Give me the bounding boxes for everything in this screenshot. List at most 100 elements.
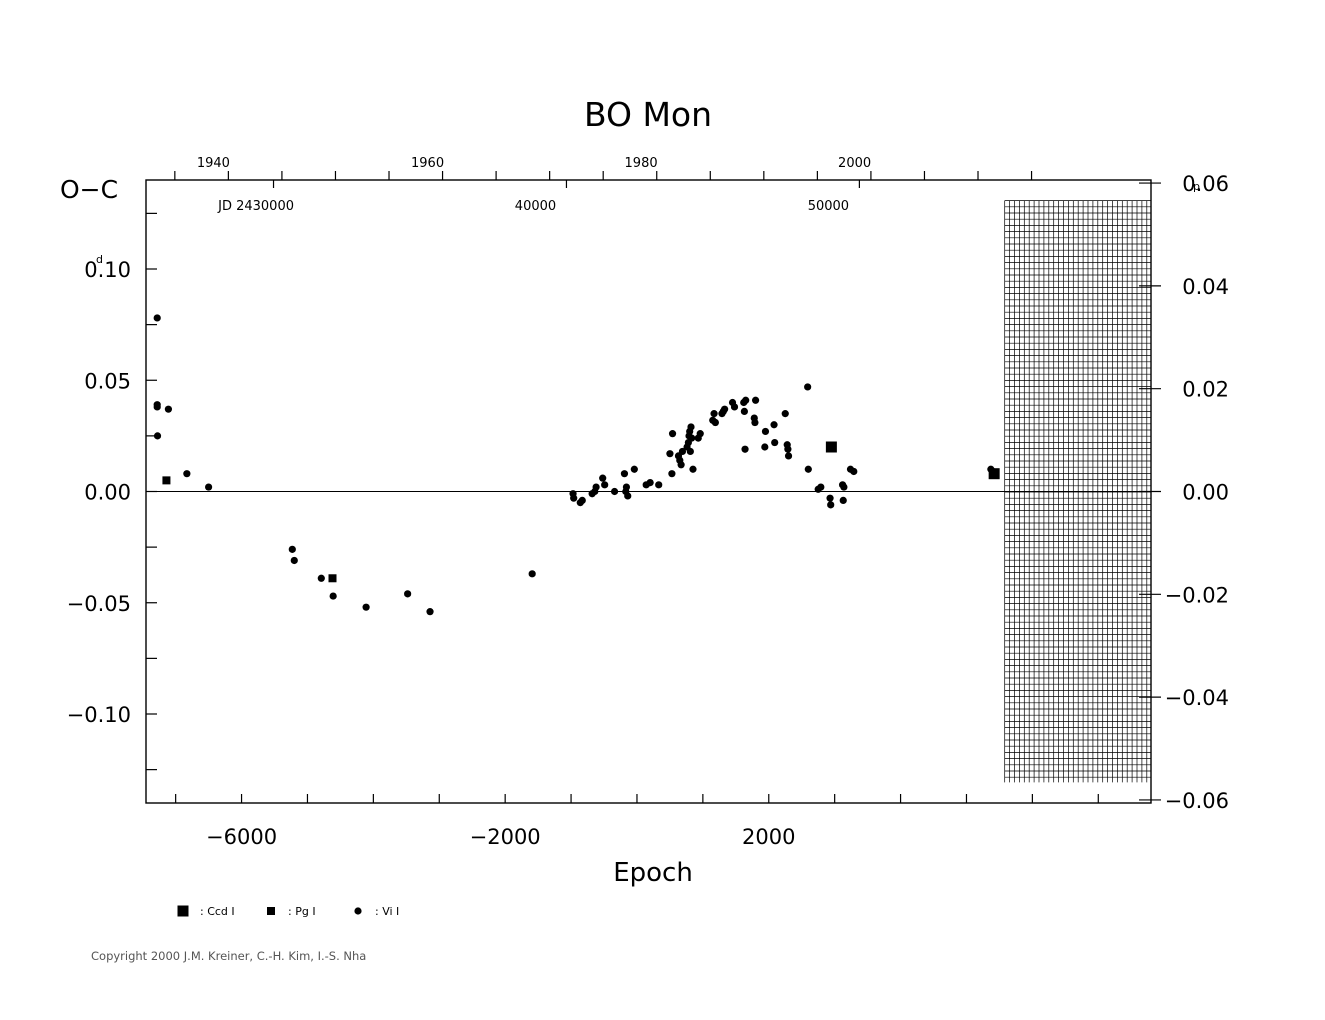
top-year-label: 1960 xyxy=(411,156,444,171)
plot-area: −0.10 −0.05 0.00 0.05 0.10d −0.06 −0.04 −0.02 0.… xyxy=(67,156,1229,849)
data-point xyxy=(784,445,792,453)
data-point xyxy=(677,461,685,469)
data-point xyxy=(826,494,834,502)
legend-marker xyxy=(177,905,189,917)
right-y-tick-label: 0.02 xyxy=(1182,378,1229,402)
chart-title: BO Mon xyxy=(584,95,712,134)
data-point xyxy=(827,501,835,509)
jd-label: 50000 xyxy=(808,199,849,214)
copyright-notice: Copyright 2000 J.M. Kreiner, C.-H. Kim, … xyxy=(91,949,366,963)
jd-label: JD 2430000 xyxy=(217,199,294,214)
data-point xyxy=(741,445,749,453)
y-tick-label: −0.05 xyxy=(67,592,131,616)
data-point xyxy=(804,383,812,391)
data-point xyxy=(290,556,298,565)
data-point xyxy=(668,430,677,438)
right-y-tick-label: −0.02 xyxy=(1165,583,1229,607)
data-point xyxy=(328,574,337,583)
data-point xyxy=(711,418,719,427)
data-point xyxy=(164,405,173,413)
data-point xyxy=(688,434,696,442)
data-point xyxy=(601,481,609,489)
data-point xyxy=(784,452,793,460)
data-point xyxy=(686,447,694,456)
data-point xyxy=(362,603,370,611)
data-point xyxy=(624,492,632,500)
data-point xyxy=(666,450,674,458)
data-point xyxy=(630,465,638,473)
data-point xyxy=(817,483,825,491)
y-axis-label: O−C xyxy=(60,175,118,204)
y-unit-superscript: d xyxy=(96,253,103,266)
data-point xyxy=(710,410,718,418)
data-point xyxy=(570,494,578,502)
data-point xyxy=(771,438,779,447)
y-tick-label: 0.10 xyxy=(84,258,131,282)
data-point xyxy=(592,483,600,491)
legend: : Ccd I : Pg I : Vi I xyxy=(177,905,399,918)
data-point xyxy=(730,403,739,411)
data-point xyxy=(761,427,770,436)
data-point xyxy=(770,421,778,429)
data-point xyxy=(825,441,837,453)
data-point xyxy=(153,314,161,322)
data-point xyxy=(740,407,748,415)
right-y-tick-label: 0.00 xyxy=(1182,481,1229,505)
top-year-label: 1980 xyxy=(625,156,658,171)
data-point xyxy=(668,470,676,478)
right-y-tick-label: 0.04 xyxy=(1182,275,1229,299)
data-point xyxy=(426,608,434,616)
jd-label: 40000 xyxy=(515,199,556,214)
x-tick-label: −6000 xyxy=(206,825,277,849)
data-point xyxy=(162,476,171,485)
data-point xyxy=(205,483,213,491)
y-tick-label: 0.05 xyxy=(84,369,131,393)
y-tick-label: −0.10 xyxy=(67,703,131,727)
data-point xyxy=(183,470,191,478)
data-point xyxy=(689,465,697,473)
data-point xyxy=(288,545,296,553)
right-y-tick-label: 0.06 xyxy=(1182,172,1229,196)
data-point xyxy=(721,405,729,413)
data-point xyxy=(840,483,848,491)
x-axis-label: Epoch xyxy=(613,858,693,888)
legend-label: : Vi I xyxy=(375,905,399,918)
data-point xyxy=(839,496,847,504)
data-point xyxy=(761,443,769,451)
data-point xyxy=(655,481,663,489)
data-point xyxy=(751,396,760,404)
data-point xyxy=(329,592,337,600)
data-point xyxy=(742,396,750,404)
data-point xyxy=(687,423,695,431)
right-y-tick-label: −0.04 xyxy=(1165,686,1229,710)
data-point xyxy=(610,487,619,496)
x-tick-label: 2000 xyxy=(742,825,795,849)
data-point xyxy=(599,474,607,482)
legend-marker xyxy=(354,907,362,915)
data-point xyxy=(696,430,704,438)
data-point xyxy=(578,496,586,504)
top-year-label: 2000 xyxy=(838,156,871,171)
x-tick-label: −2000 xyxy=(470,825,541,849)
data-point xyxy=(850,467,858,476)
data-point xyxy=(751,418,759,427)
data-point xyxy=(781,410,789,418)
data-point xyxy=(989,467,997,476)
data-point xyxy=(622,483,631,491)
right-unit-superscript: p xyxy=(1193,180,1200,193)
data-point xyxy=(528,570,536,578)
data-point xyxy=(317,574,325,582)
data-point xyxy=(678,447,687,456)
legend-label: : Pg I xyxy=(288,905,316,918)
right-y-tick-label: −0.06 xyxy=(1165,789,1229,813)
data-point xyxy=(646,479,654,487)
y-tick-label: 0.00 xyxy=(84,481,131,505)
data-point xyxy=(804,465,812,473)
data-point xyxy=(620,470,629,478)
top-year-label: 1940 xyxy=(197,156,230,171)
data-point xyxy=(153,432,162,440)
data-point xyxy=(153,403,161,411)
legend-marker xyxy=(267,907,275,915)
legend-label: : Ccd I xyxy=(200,905,235,918)
